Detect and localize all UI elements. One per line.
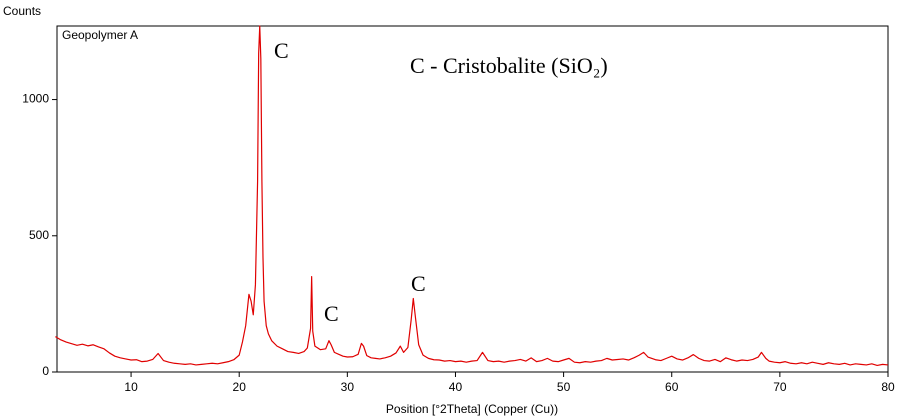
peak-label: C xyxy=(274,38,289,63)
x-tick-label: 50 xyxy=(557,380,571,394)
x-tick-label: 30 xyxy=(341,380,355,394)
plot-frame xyxy=(56,25,889,373)
annotation: C - Cristobalite (SiO₂) xyxy=(410,53,608,78)
peak-label: C xyxy=(324,301,339,326)
y-tick-label: 1000 xyxy=(22,92,49,106)
x-tick-label: 20 xyxy=(233,380,247,394)
x-tick-label: 60 xyxy=(665,380,679,394)
y-axis-label: Counts xyxy=(3,4,41,18)
x-tick-label: 40 xyxy=(449,380,463,394)
x-tick-label: 70 xyxy=(773,380,787,394)
x-tick-label: 80 xyxy=(881,380,895,394)
legend-text: Geopolymer A xyxy=(62,28,138,42)
data-line xyxy=(55,25,889,367)
y-tick-label: 0 xyxy=(42,364,49,378)
y-tick-label: 500 xyxy=(29,228,49,242)
peak-label: C xyxy=(411,271,426,296)
x-axis-label: Position [°2Theta] (Copper (Cu)) xyxy=(386,402,558,416)
x-tick-label: 10 xyxy=(124,380,138,394)
